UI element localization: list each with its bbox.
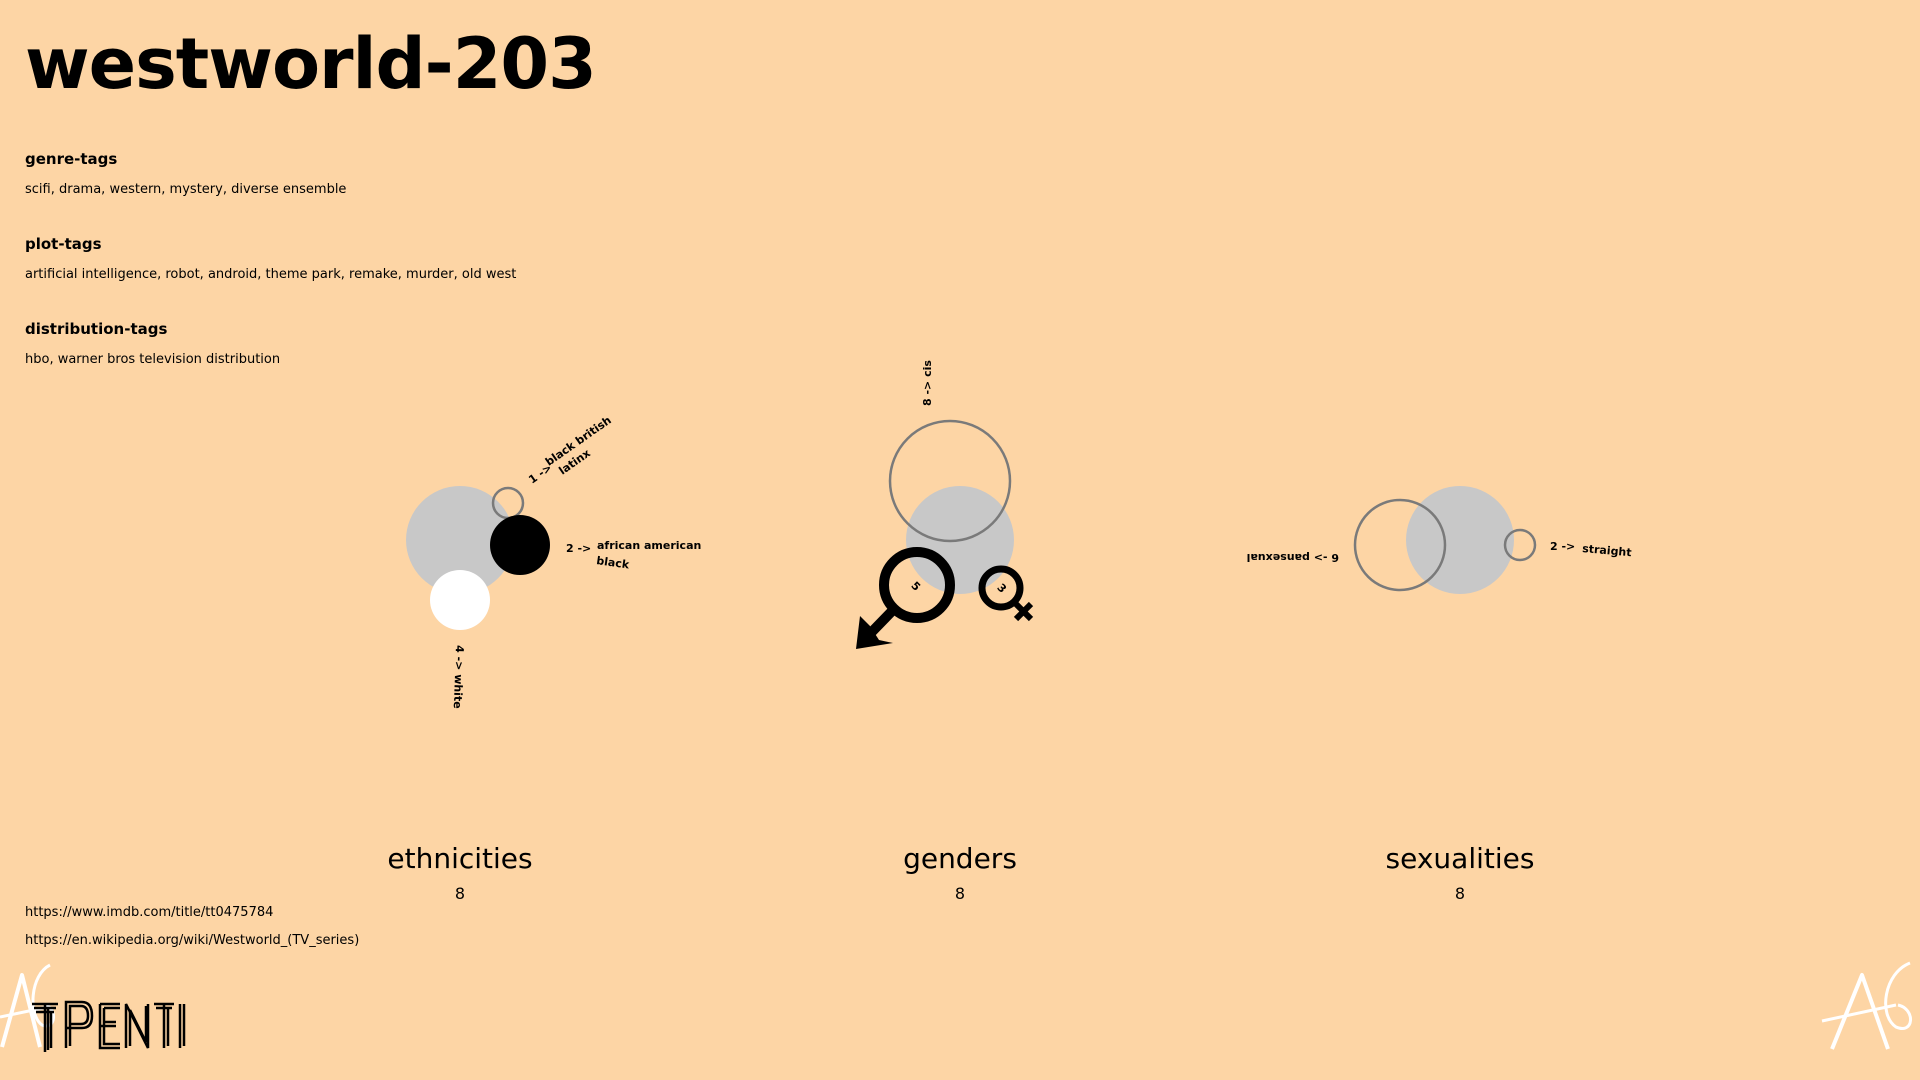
- ethnicities-right-arrow: 2 ->: [566, 542, 591, 555]
- ethnicities-top-line1: black british: [543, 414, 614, 469]
- imdb-link[interactable]: https://www.imdb.com/title/tt0475784: [25, 905, 274, 920]
- genders-top-label: 8 -> cis: [921, 360, 934, 406]
- ethnicities-top-arrow: 1 ->: [526, 461, 554, 486]
- plot-tags-heading: plot-tags: [25, 235, 102, 253]
- a6-mark-right-icon: [1821, 961, 1912, 1050]
- genders-count: 8: [954, 884, 966, 903]
- female-symbol-icon: 3: [978, 565, 1034, 622]
- sexuality-circle-straight: [1503, 528, 1537, 562]
- sexualities-base-circle: [1406, 486, 1514, 594]
- genre-tags-text: scifi, drama, western, mystery, diverse …: [25, 182, 347, 197]
- sexualities-right-arrow: 2 ->: [1550, 540, 1575, 553]
- genders-female-count: 3: [994, 581, 1009, 596]
- wikipedia-link[interactable]: https://en.wikipedia.org/wiki/Westworld_…: [25, 933, 360, 948]
- plot-tags-text: artificial intelligence, robot, android,…: [25, 267, 517, 282]
- sexualities-left-text: 6 -> pansexual: [1247, 551, 1339, 564]
- ethnicities-top-line2: latinx: [557, 447, 593, 478]
- ethnicity-circle-white: [430, 570, 490, 630]
- distribution-tags-heading: distribution-tags: [25, 320, 168, 338]
- male-symbol-icon: 5: [856, 547, 955, 649]
- page-title: westworld-203: [25, 23, 597, 105]
- ethnicities-count: 8: [454, 884, 466, 903]
- ethnicities-title: ethnicities: [387, 842, 533, 875]
- sexualities-count: 8: [1454, 884, 1466, 903]
- sexualities-title: sexualities: [1385, 842, 1535, 875]
- ethnicities-base-circle: [406, 486, 514, 594]
- genders-male-count: 5: [908, 579, 923, 594]
- genre-tags-heading: genre-tags: [25, 150, 118, 168]
- ethnicities-right-label: 2 -> african american black: [566, 539, 701, 572]
- genders-top-text: 8 -> cis: [921, 360, 934, 406]
- ethnicities-bottom-label: 4 -> white: [451, 645, 466, 709]
- distribution-tags-text: hbo, warner bros television distribution: [25, 352, 281, 367]
- genders-title: genders: [903, 842, 1017, 875]
- gender-circle-cis: [888, 419, 1012, 543]
- genders-base-circle: [906, 486, 1014, 594]
- ethnicities-top-label: 1 -> black british latinx: [526, 414, 614, 487]
- tpenti-logo: [32, 1000, 186, 1052]
- ethnicities-bottom-text: 4 -> white: [451, 645, 466, 709]
- sexuality-circle-pansexual: [1353, 498, 1447, 592]
- ethnicity-circle-african-american-black: [490, 515, 550, 575]
- ethnicity-circle-black-british-latinx: [491, 486, 525, 520]
- ethnicities-right-line1: african american: [597, 539, 701, 552]
- sexualities-right-name: straight: [1582, 542, 1632, 559]
- ethnicities-right-line2: black: [596, 554, 631, 572]
- sexualities-right-label: 2 -> straight: [1550, 540, 1632, 559]
- sexualities-left-label: 6 -> pansexual: [1247, 551, 1339, 564]
